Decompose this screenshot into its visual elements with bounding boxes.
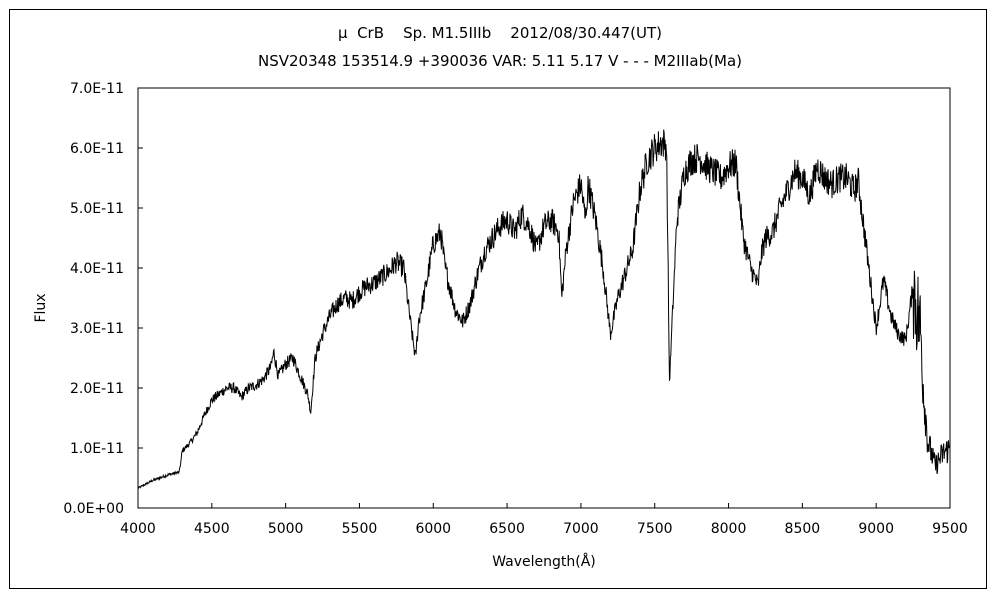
y-axis-label: Flux [33,293,49,322]
x-tick-label: 7500 [637,521,673,537]
x-tick-label: 5500 [342,521,378,537]
y-tick-label: 1.0E-11 [70,441,124,457]
chart-subtitle: NSV20348 153514.9 +390036 VAR: 5.11 5.17… [258,52,742,70]
y-tick-label: 0.0E+00 [63,501,124,517]
y-tick-label: 3.0E-11 [70,321,124,337]
y-axis: 0.0E+00 1.0E-11 2.0E-11 3.0E-11 4.0E-11 5.0E-… [63,81,143,517]
x-tick-label: 4000 [120,521,156,537]
x-tick-label: 9000 [858,521,894,537]
y-tick-label: 6.0E-11 [70,141,124,157]
x-axis: 4000 4500 5000 5500 6000 6500 7000 7500 8000 8500… [120,503,968,537]
y-tick-label: 4.0E-11 [70,261,124,277]
x-tick-label: 5000 [268,521,304,537]
x-tick-label: 4500 [194,521,230,537]
x-tick-label: 7000 [563,521,599,537]
plot-area [137,87,951,509]
x-axis-label: Wavelength(Å) [492,553,596,570]
y-tick-label: 7.0E-11 [70,81,124,97]
x-tick-label: 6000 [415,521,451,537]
y-tick-label: 5.0E-11 [70,201,124,217]
x-tick-label: 8500 [785,521,821,537]
chart-frame [9,9,987,589]
x-tick-label: 9500 [932,521,968,537]
y-tick-label: 2.0E-11 [70,381,124,397]
x-tick-label: 6500 [489,521,525,537]
x-tick-label: 8000 [711,521,747,537]
spectrum-series-line [137,129,951,490]
chart-title: μ CrB Sp. M1.5IIIb 2012/08/30.447(UT) [337,24,663,42]
